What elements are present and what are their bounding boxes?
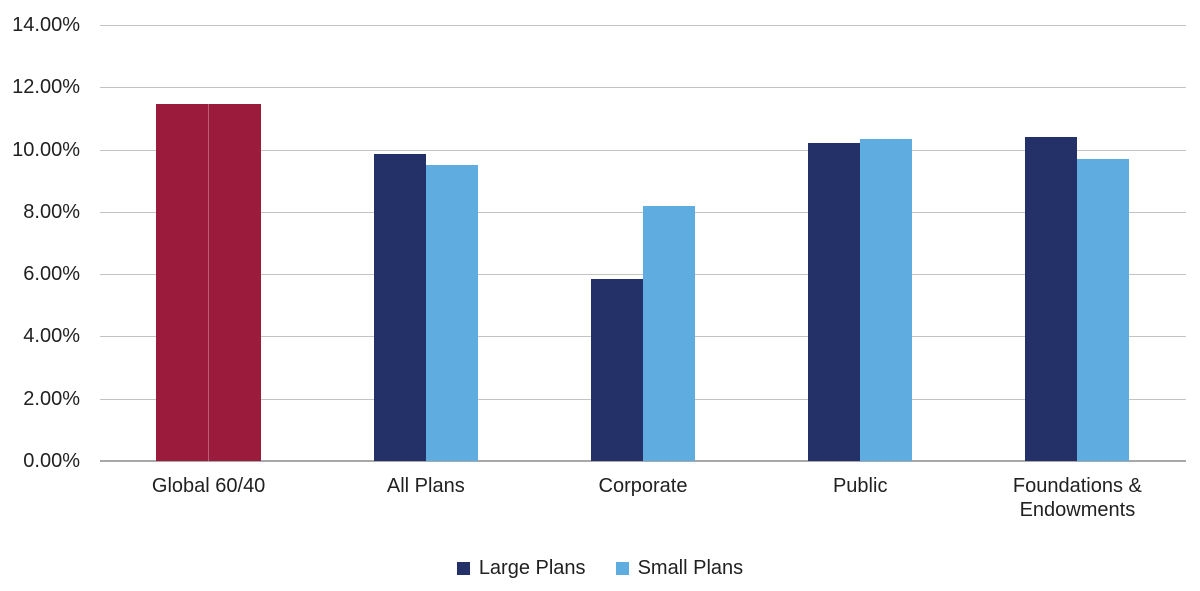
gridline (100, 149, 1186, 151)
y-tick-label: 14.00% (12, 14, 80, 36)
y-tick-label: 10.00% (12, 138, 80, 161)
bar-group-foundations-endowments (969, 25, 1186, 461)
small-plans-swatch-icon (615, 561, 629, 575)
bar-large-plans-foundations-endowments (1025, 137, 1078, 461)
legend-item-small-plans: Small Plans (615, 556, 744, 580)
category-label-public: Public (832, 475, 888, 497)
y-tick-label: 6.00% (23, 263, 80, 286)
bar-small-plans-corporate (643, 205, 695, 461)
category-label-all-plans: All Plans (386, 475, 465, 497)
bar-group-global-60-40 (100, 25, 317, 461)
bar-large-plans-public (808, 143, 861, 461)
y-tick-label: 0.00% (23, 450, 80, 472)
bar-small-plans-foundations-endowments (1077, 158, 1130, 461)
category-label-global-60-40: Global 60/40 (151, 475, 266, 497)
y-tick-label: 12.00% (12, 76, 80, 99)
y-tick-label: 2.00% (23, 387, 80, 410)
bar-large-plans-corporate (591, 278, 643, 461)
plot-area (100, 25, 1186, 462)
category-label-corporate: Corporate (598, 475, 688, 497)
y-tick-label: 8.00% (23, 200, 80, 223)
bar-group-public (752, 25, 969, 461)
gridline (100, 25, 1186, 26)
large-plans-swatch-icon (456, 561, 470, 575)
x-axis-line (100, 460, 1186, 462)
bar-large-plans-global-60-40 (156, 104, 209, 461)
bar-large-plans-all-plans (373, 154, 426, 461)
bar-small-plans-public (860, 138, 913, 461)
y-tick-label: 4.00% (23, 325, 80, 348)
legend-label: Small Plans (637, 557, 744, 579)
category-label-foundations-endowments: Foundations & Endowments (1012, 475, 1142, 521)
legend: Large Plans Small Plans (0, 556, 1200, 580)
bar-small-plans-all-plans (425, 165, 478, 461)
x-axis: Global 60/40 All Plans Corporate Public … (100, 474, 1186, 522)
y-axis: 14.00% 12.00% 10.00% 8.00% 6.00% 4.00% 2… (0, 0, 80, 591)
bar-small-plans-global-60-40 (208, 104, 262, 461)
bar-group-corporate (534, 25, 751, 461)
bar-group-all-plans (317, 25, 534, 461)
legend-item-large-plans: Large Plans (456, 556, 586, 580)
legend-label: Large Plans (478, 557, 586, 579)
gridline (100, 87, 1186, 89)
bars-layer (100, 25, 1186, 461)
